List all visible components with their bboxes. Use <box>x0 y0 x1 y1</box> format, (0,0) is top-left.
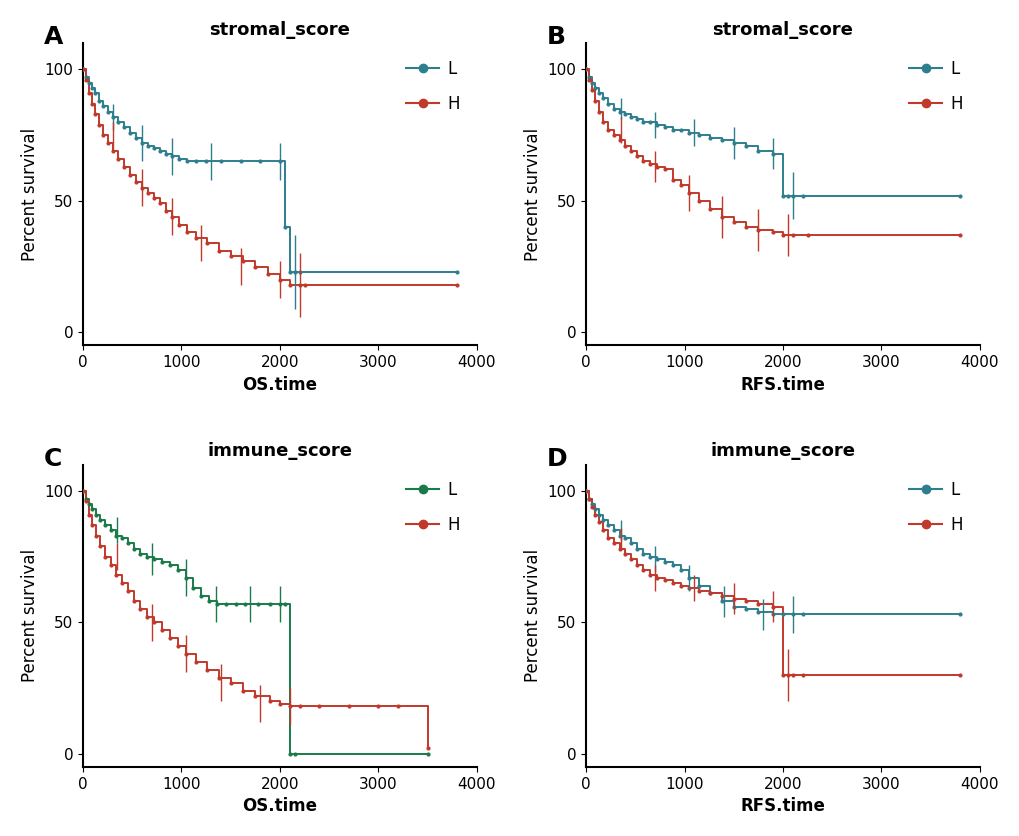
X-axis label: RFS.time: RFS.time <box>740 798 824 815</box>
Text: A: A <box>44 25 63 49</box>
Title: stromal_score: stromal_score <box>712 21 853 38</box>
X-axis label: RFS.time: RFS.time <box>740 375 824 394</box>
Legend: L, H: L, H <box>397 473 468 543</box>
X-axis label: OS.time: OS.time <box>243 798 317 815</box>
Y-axis label: Percent survival: Percent survival <box>20 128 39 261</box>
Y-axis label: Percent survival: Percent survival <box>524 549 541 682</box>
X-axis label: OS.time: OS.time <box>243 375 317 394</box>
Text: D: D <box>546 446 567 471</box>
Title: immune_score: immune_score <box>207 442 353 461</box>
Text: C: C <box>44 446 62 471</box>
Title: stromal_score: stromal_score <box>209 21 350 38</box>
Legend: L, H: L, H <box>397 52 468 121</box>
Title: immune_score: immune_score <box>710 442 855 461</box>
Y-axis label: Percent survival: Percent survival <box>20 549 39 682</box>
Legend: L, H: L, H <box>900 52 971 121</box>
Legend: L, H: L, H <box>900 473 971 543</box>
Text: B: B <box>546 25 566 49</box>
Y-axis label: Percent survival: Percent survival <box>524 128 541 261</box>
